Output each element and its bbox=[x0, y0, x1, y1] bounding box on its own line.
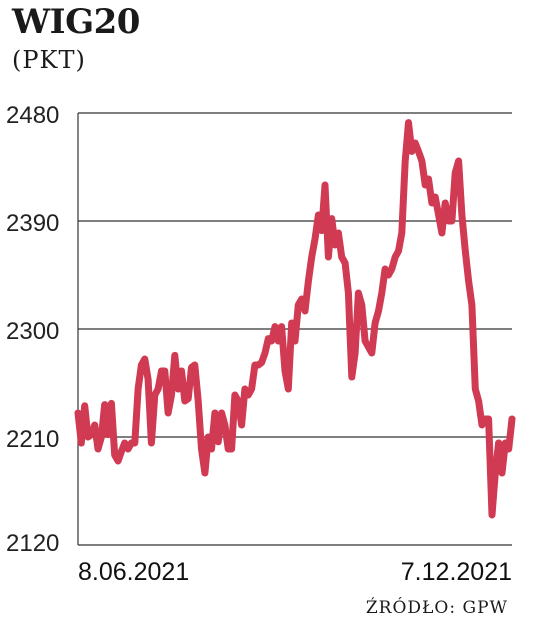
y-axis-ticks: 2480 2390 2300 2210 2120 bbox=[6, 102, 59, 557]
unit-label: (PKT) bbox=[12, 46, 86, 74]
y-tick-label: 2300 bbox=[6, 318, 59, 345]
x-axis-ticks: 8.06.2021 7.12.2021 bbox=[78, 558, 512, 586]
y-tick-label: 2120 bbox=[6, 530, 59, 557]
wig20-series-line bbox=[74, 119, 516, 519]
y-tick-label: 2390 bbox=[6, 210, 59, 237]
x-tick-label-end: 7.12.2021 bbox=[401, 558, 512, 586]
source-note: ŹRÓDŁO: GPW bbox=[365, 598, 508, 618]
y-tick-label: 2210 bbox=[6, 426, 59, 453]
x-tick-label-start: 8.06.2021 bbox=[78, 558, 189, 586]
y-tick-label: 2480 bbox=[6, 102, 59, 129]
chart-title: WIG20 bbox=[12, 2, 140, 42]
